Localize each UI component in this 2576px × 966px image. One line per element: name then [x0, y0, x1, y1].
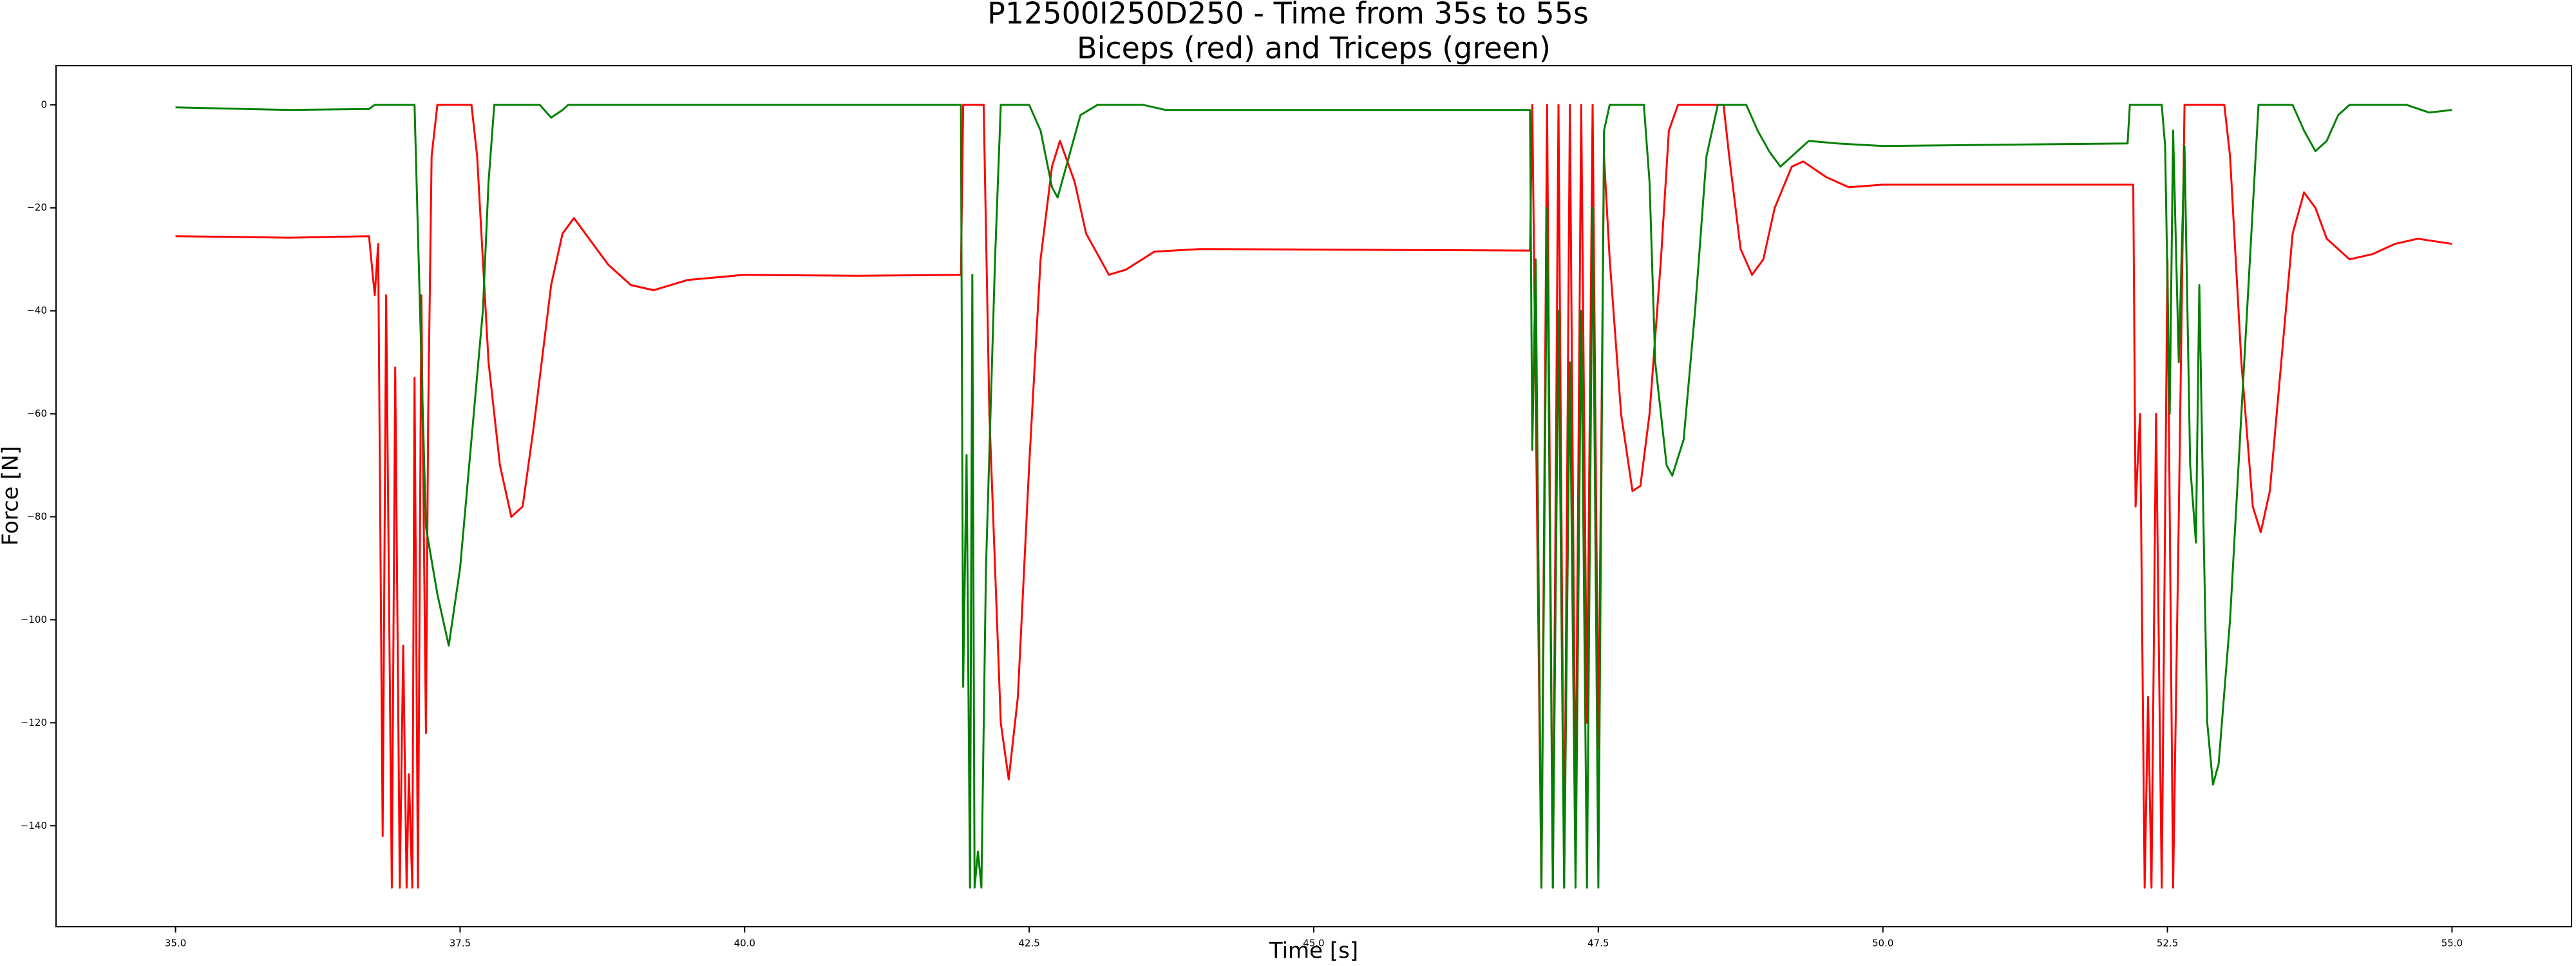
x-tick-label: 52.5 [2157, 938, 2178, 949]
x-tick-label: 55.0 [2441, 938, 2463, 949]
y-tick-label: −140 [21, 820, 47, 831]
x-tick-label: 35.0 [165, 938, 186, 949]
y-tick-label: −40 [26, 305, 47, 316]
plot-frame [55, 65, 2572, 927]
x-tick-label: 50.0 [1872, 938, 1893, 949]
chart-subtitle: Biceps (red) and Triceps (green) [1077, 31, 1551, 66]
x-tick-label: 40.0 [734, 938, 755, 949]
y-tick-label: −60 [26, 408, 47, 419]
y-tick-label: −80 [26, 511, 47, 522]
x-tick-label: 42.5 [1018, 938, 1039, 949]
chart-title: P12500I250D250 - Time from 35s to 55s [987, 0, 1589, 31]
x-axis-label: Time [s] [1269, 938, 1358, 964]
x-tick-label: 37.5 [450, 938, 471, 949]
y-tick-label: −20 [26, 202, 47, 213]
data-line [175, 104, 2452, 889]
y-tick-label: 0 [41, 99, 47, 110]
x-tick-label: 47.5 [1587, 938, 1609, 949]
y-tick-label: −100 [21, 614, 47, 625]
y-tick-label: −120 [21, 717, 47, 728]
y-axis-label: Force [N] [0, 446, 24, 546]
data-line [175, 104, 2452, 889]
x-tick-label: 45.0 [1303, 938, 1324, 949]
